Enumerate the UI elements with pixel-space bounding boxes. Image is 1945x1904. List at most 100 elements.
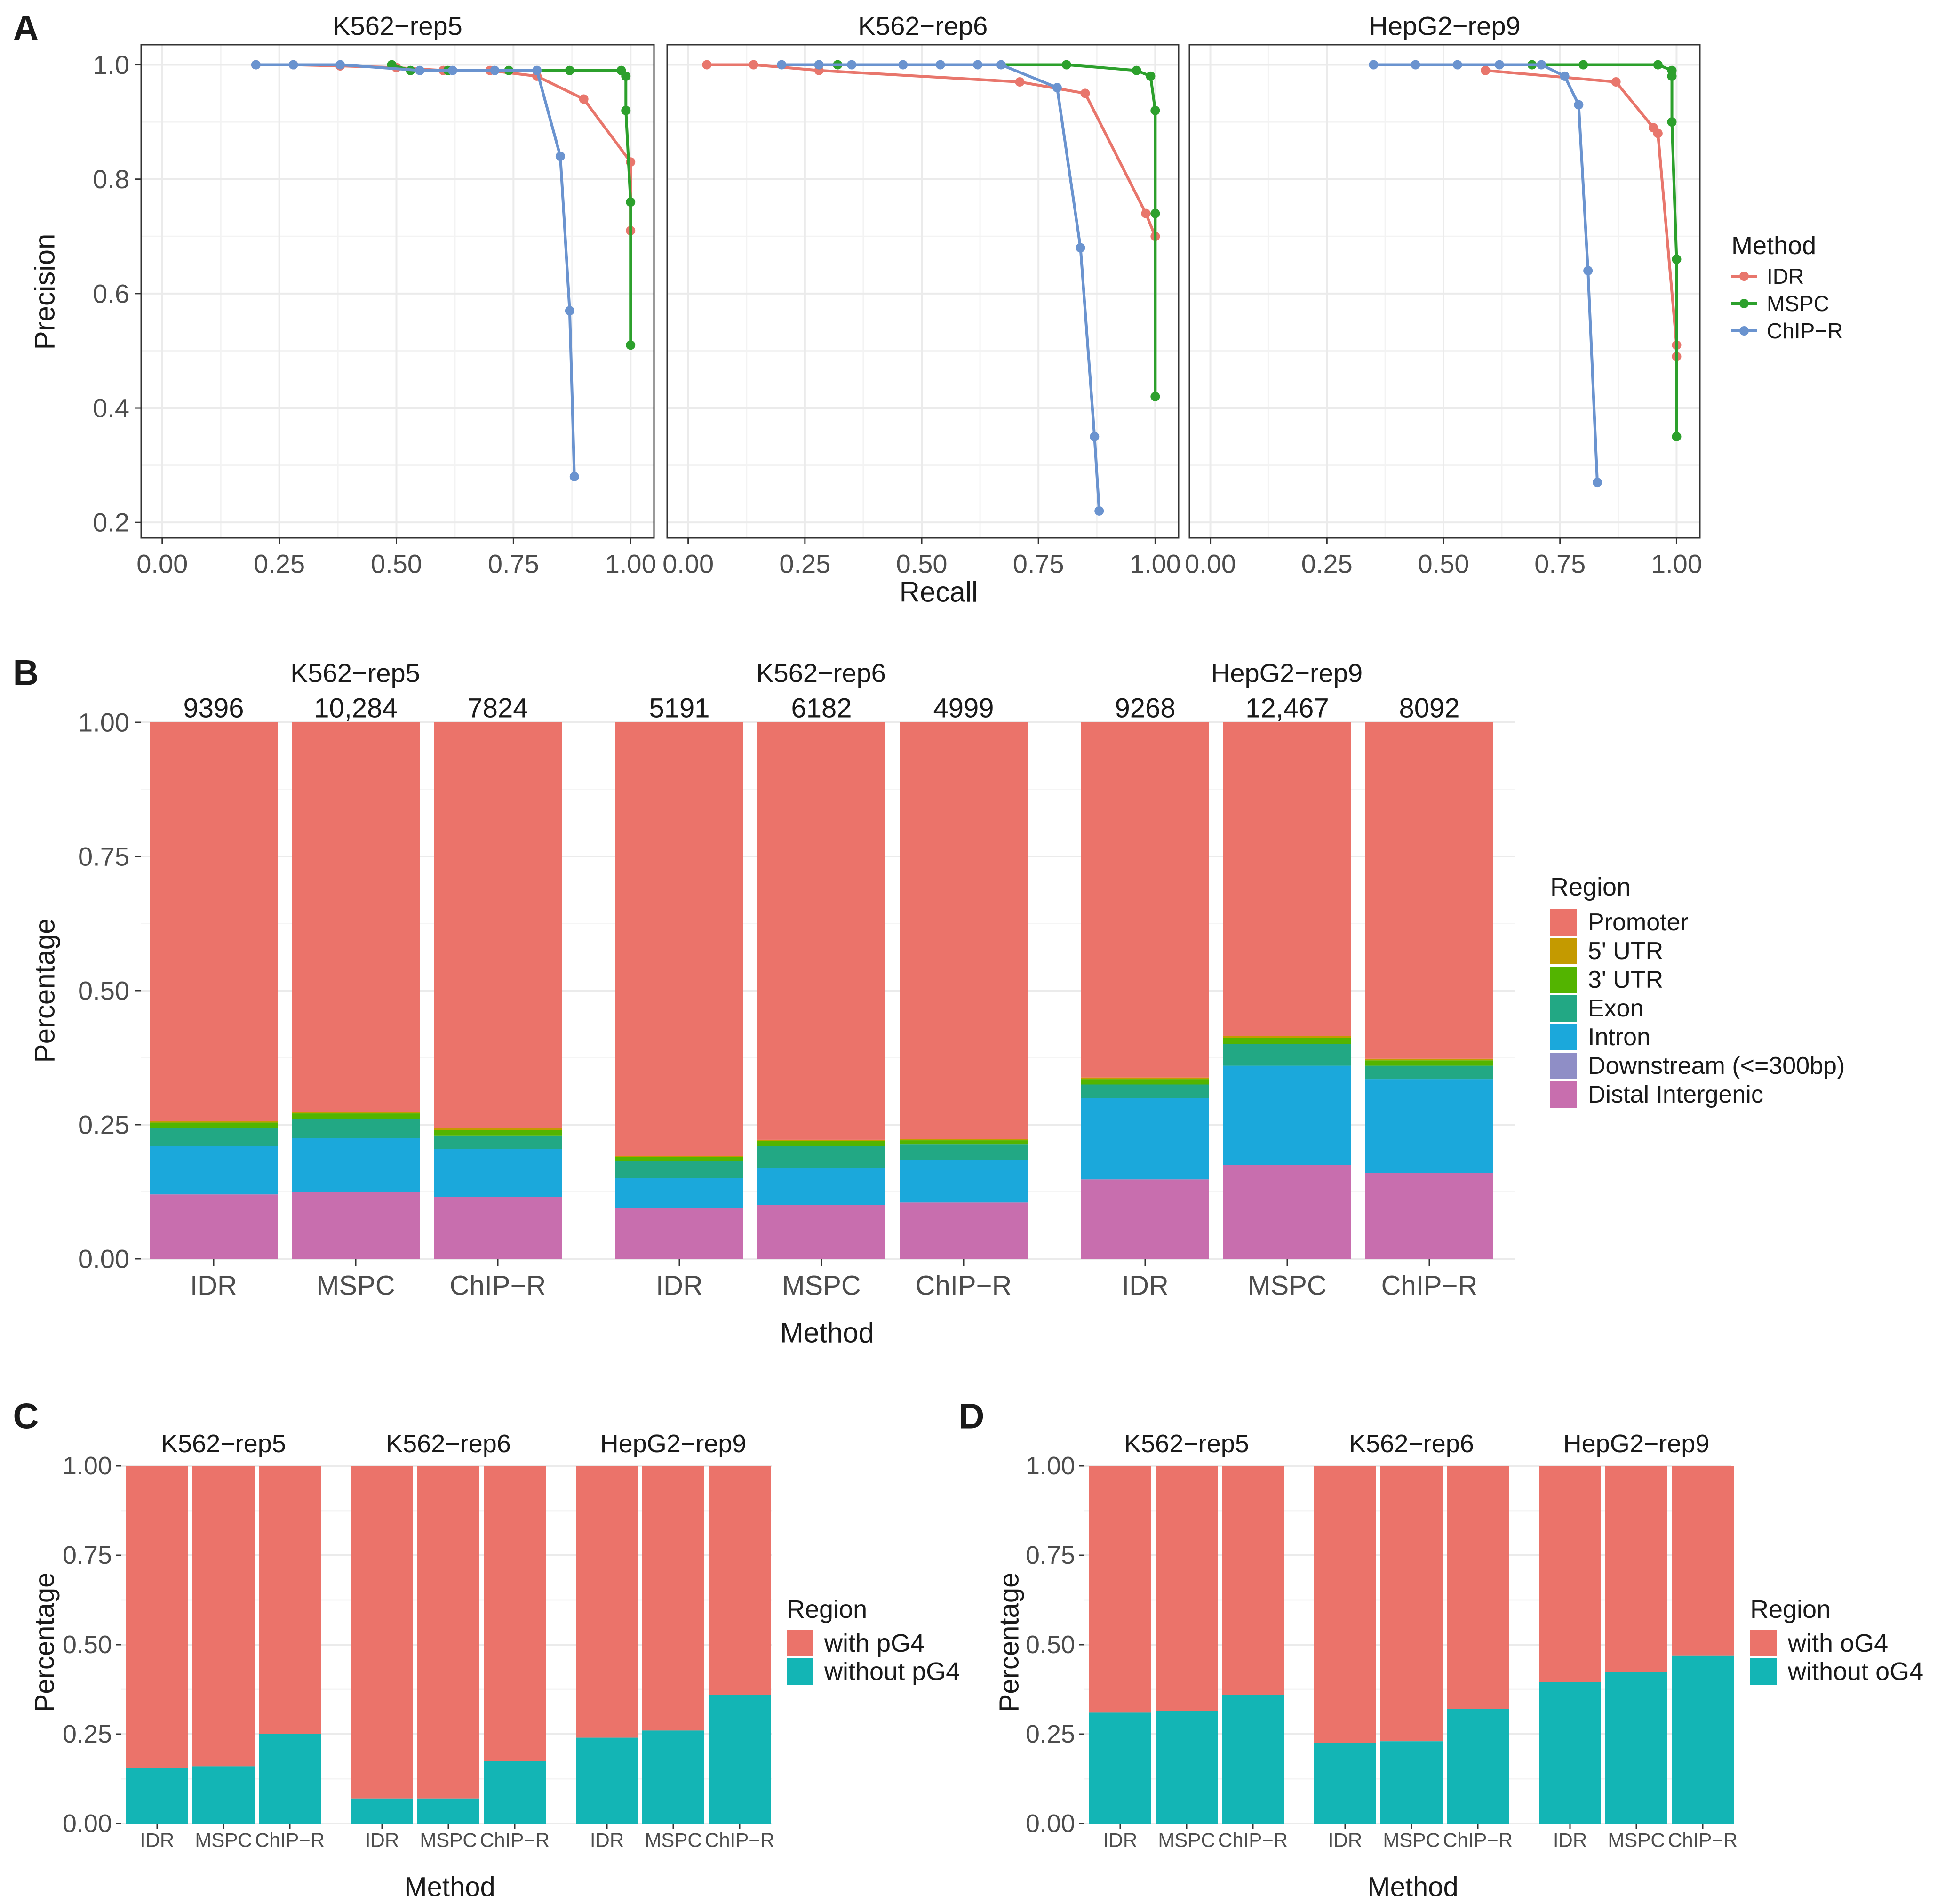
legend-title: Region [1750,1595,1831,1624]
bar-segment-without [192,1766,255,1824]
data-point [1141,208,1151,218]
x-tick-label: ChIP−R [255,1829,325,1851]
bar-count-label: 6182 [791,693,852,724]
bar-segment-with [576,1466,638,1738]
bar-segment-promoter [615,722,743,1156]
x-tick-label: 0.50 [1418,549,1469,579]
series-line-ChIP−R [781,63,1101,512]
x-tick-label: 0.50 [896,549,948,579]
facet-d-2: HepG2−rep9 IDR MSPC ChIP−R [1539,1430,1738,1851]
bar-count-label: 12,467 [1245,693,1329,724]
facet-title: K562−rep6 [756,658,886,688]
y-tick-label: 0.25 [78,1110,129,1140]
bar-segment-distal-intergenic [900,1202,1028,1259]
bar-segment-without [484,1761,546,1824]
bar-segment-without [259,1734,321,1824]
bar-segment-without [642,1730,704,1824]
facet-a-2: HepG2−rep9 0.00 0.25 0.50 0.75 1.00 [1185,11,1702,579]
data-point [565,65,574,75]
data-point [1560,71,1570,81]
bar-segment-5-utr [1365,1058,1493,1061]
bar-segment-distal-intergenic [615,1208,743,1259]
x-tick-label: MSPC [420,1829,477,1851]
x-tick-label: 0.25 [254,549,305,579]
legend-title: Region [787,1595,867,1624]
x-tick-label: MSPC [1248,1271,1327,1301]
legend-swatch [1750,1630,1777,1656]
series-line-MSPC [1532,63,1678,437]
bar-segment-with [192,1466,255,1767]
data-point [1150,208,1160,218]
bar-count-label: 7824 [467,693,528,724]
bar-segment-intron [900,1160,1028,1203]
data-point [702,60,712,70]
bar-segment-5-utr [615,1156,743,1157]
bar-segment-intron [434,1149,562,1197]
data-point [1494,60,1504,70]
y-tick-label: 0.25 [1026,1720,1075,1748]
y-tick-label: 0.00 [1026,1809,1075,1838]
panel-border [1188,44,1701,539]
facet-c-1: K562−rep6 IDR MSPC ChIP−R [351,1430,550,1851]
x-axis-title: Method [404,1872,495,1903]
facet-title-group: K562−rep5 [161,1430,286,1458]
data-point [1061,60,1071,70]
bar-segment-with [351,1466,413,1799]
bar-segment-3-utr [900,1140,1028,1145]
facet-title-group: K562−rep5 [1124,1430,1249,1458]
facet-title-group: K562−rep6 [386,1430,511,1458]
data-point [626,340,636,350]
bar-segment-without [709,1695,771,1824]
bar-segment-with [1447,1466,1509,1709]
legend-swatch [1550,1024,1577,1050]
legend-label: without pG4 [824,1657,960,1686]
x-tick-label: 0.00 [662,549,714,579]
facet-b-2: HepG2−rep9 9268 IDR 12,467 MSPC 8092 ChIP−R [1081,658,1493,1301]
facet-title: K562−rep6 [1349,1430,1474,1458]
y-tick-label: 0.25 [63,1720,112,1748]
bar-segment-intron [1223,1065,1351,1165]
x-tick-label: 1.00 [1130,549,1181,579]
bar-segment-5-utr [1081,1077,1209,1080]
x-tick-label: IDR [590,1829,624,1851]
facet-c-0: K562−rep5 IDR MSPC ChIP−R [126,1430,325,1851]
x-axis-title: Method [1367,1872,1458,1903]
facet-b-0: K562−rep5 9396 IDR 10,284 MSPC 7824 ChIP−R [150,658,562,1301]
facet-title: K562−rep5 [290,658,420,688]
bar-segment-distal-intergenic [150,1194,278,1259]
data-point [1667,117,1677,127]
x-tick-label: IDR [140,1829,174,1851]
series-line-IDR [255,63,632,231]
x-tick-label: ChIP−R [916,1271,1012,1301]
facet-title-group: K562−rep6 [1349,1430,1474,1458]
y-tick-label: 0.8 [93,164,129,194]
bar-segment-without [576,1737,638,1824]
x-tick-label: MSPC [195,1829,252,1851]
y-axis-title: Percentage [994,1573,1025,1712]
facet-a-1: K562−rep6 0.00 0.25 0.50 0.75 1.00 [662,11,1181,579]
y-tick-label: 0.50 [78,976,129,1006]
y-tick-label: 0.50 [1026,1631,1075,1659]
data-point [1132,65,1141,75]
data-point [1593,478,1602,488]
x-tick-label: 0.00 [136,549,188,579]
data-point [447,65,457,75]
x-tick-label: 0.25 [779,549,830,579]
bar-segment-3-utr [150,1122,278,1128]
facet-title: K562−rep5 [1124,1430,1249,1458]
data-point [1653,60,1663,70]
bar-segment-exon [1081,1084,1209,1098]
bar-segment-promoter [434,722,562,1128]
bar-segment-3-utr [1223,1038,1351,1044]
x-tick-label: MSPC [645,1829,701,1851]
x-axis-title: Recall [900,576,978,608]
bar-segment-with [1089,1466,1151,1713]
bar-segment-without [1089,1712,1151,1824]
bar-segment-distal-intergenic [292,1192,420,1259]
x-tick-label: 0.00 [1185,549,1236,579]
legend-label: with pG4 [824,1629,925,1657]
legend-label: ChIP−R [1767,319,1843,343]
bar-segment-exon [615,1161,743,1178]
bar-segment-without [1380,1741,1443,1824]
bar-segment-with [1156,1466,1218,1711]
